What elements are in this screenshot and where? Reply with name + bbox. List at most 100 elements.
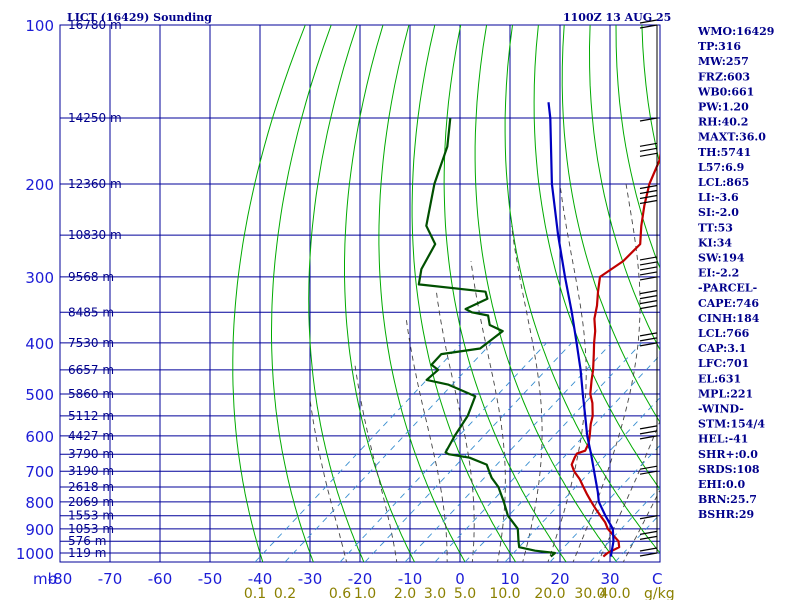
stat-line: PW:1.20 (698, 101, 749, 114)
moist-adiabat (572, 183, 641, 562)
height-label: 16780 m (68, 18, 122, 32)
stat-line: SW:194 (698, 252, 745, 265)
stat-line: CINH:184 (698, 312, 760, 325)
pressure-tick-label: 100 (25, 17, 54, 35)
dry-adiabat (271, 25, 332, 562)
stat-line: -PARCEL- (698, 282, 757, 295)
wind-barb (639, 425, 658, 430)
temperature-tick-label: -20 (348, 570, 373, 588)
pressure-tick-label: 900 (25, 521, 54, 539)
stat-line: CAPE:746 (698, 297, 759, 310)
wind-barb (639, 300, 658, 305)
temperature-tick-label: 20 (550, 570, 569, 588)
wind-barb (639, 189, 658, 195)
moist-adiabat (470, 261, 506, 562)
mixing-ratio-tick-label: 3.0 (424, 586, 446, 600)
pressure-tick-label: 800 (25, 494, 54, 512)
pressure-tick-label: 600 (25, 428, 54, 446)
stat-line: LI:-3.6 (698, 191, 739, 204)
dry-adiabat (504, 25, 660, 554)
moist-adiabat (435, 291, 475, 562)
stat-line: BRN:25.7 (698, 493, 757, 506)
sounding-profiles (417, 102, 660, 558)
dry-adiabat (615, 25, 660, 270)
wind-barbs (639, 19, 658, 557)
dry-adiabat (533, 25, 660, 491)
stat-line: EHI:0.0 (698, 478, 745, 491)
pressure-tick-label: 200 (25, 176, 54, 194)
wind-barb (639, 552, 658, 557)
height-label: 5860 m (68, 387, 114, 401)
height-label: 4427 m (68, 429, 114, 443)
height-label: 8485 m (68, 305, 114, 319)
stat-line: RH:40.2 (698, 116, 748, 129)
mixing-ratio-unit-label: g/kg (644, 586, 675, 600)
stat-line: TP:316 (698, 40, 741, 53)
temperature-tick-label: -40 (248, 570, 273, 588)
wind-barb (639, 295, 658, 300)
temperature-tick-label: -10 (398, 570, 423, 588)
wind-barb (639, 337, 658, 342)
mixing-ratio-tick-labels: 0.1 0.2 0.6 1.0 2.0 3.0 5.0 10.0 20.0 30.040.0 (244, 586, 631, 600)
stat-line: EI:-2.2 (698, 267, 739, 280)
wind-barb (639, 276, 658, 281)
temperature-tick-label: 0 (455, 570, 465, 588)
moist-adiabat (354, 362, 398, 562)
stat-line: -WIND- (698, 403, 744, 416)
wind-barb (639, 24, 658, 29)
stat-line: LCL:865 (698, 176, 749, 189)
height-label: 10830 m (68, 228, 122, 242)
wind-barb (639, 194, 658, 200)
height-label: 2069 m (68, 495, 114, 509)
pressure-tick-label: 1000 (16, 545, 54, 563)
moist-adiabat (622, 489, 660, 562)
wind-barb (639, 290, 658, 295)
pressure-tick-label: 700 (25, 463, 54, 481)
stat-line: LCL:766 (698, 327, 750, 340)
mixing-ratio-tick-label: 1.0 (354, 586, 376, 600)
stat-line: FRZ:603 (698, 70, 750, 83)
stat-line: WB0:661 (697, 85, 754, 98)
stat-line: MAXT:36.0 (698, 131, 766, 144)
stats-panel: WMO:16429 TP:316 MW:257 FRZ:603 WB0:661 PW:1.… (697, 25, 774, 521)
dry-adiabats (232, 25, 660, 562)
wind-barb (639, 332, 658, 337)
wind-barb (639, 530, 658, 535)
height-label: 1053 m (68, 522, 114, 536)
temperature-profile (570, 150, 660, 558)
height-label: 119 m (68, 546, 106, 560)
height-label: 2618 m (68, 480, 114, 494)
mixing-ratio-tick-label: 0.6 (329, 586, 351, 600)
height-label: 9568 m (68, 270, 114, 284)
wind-barb (639, 535, 658, 540)
wind-barb (639, 266, 658, 271)
dry-adiabat (378, 25, 466, 562)
height-label: 7530 m (68, 336, 114, 350)
stat-line: MPL:221 (698, 387, 753, 400)
wind-barb (639, 435, 658, 440)
stat-line: WMO:16429 (697, 25, 774, 38)
dry-adiabat (474, 25, 618, 562)
stat-line: BSHR:29 (698, 508, 754, 521)
height-label: 12360 m (68, 177, 122, 191)
wind-barb (639, 430, 658, 435)
stat-line: CAP:3.1 (698, 342, 746, 355)
parcel-profile (547, 102, 615, 557)
pressure-tick-label: 300 (25, 269, 54, 287)
stat-line: LFC:701 (698, 357, 749, 370)
wind-barb (639, 342, 658, 347)
stat-line: HEL:-41 (698, 433, 748, 446)
wind-barb (639, 142, 658, 147)
height-label: 5112 m (68, 409, 114, 423)
stat-line: EL:631 (698, 372, 741, 385)
moist-adiabat (309, 400, 348, 562)
stat-line: SI:-2.0 (698, 206, 739, 219)
stat-line: TH:5741 (698, 146, 751, 159)
height-label: 14250 m (68, 111, 122, 125)
wind-barb (639, 184, 658, 190)
wind-barb (639, 19, 658, 24)
temperature-unit-label: C (652, 570, 662, 588)
stat-line: STM:154/4 (698, 418, 765, 431)
